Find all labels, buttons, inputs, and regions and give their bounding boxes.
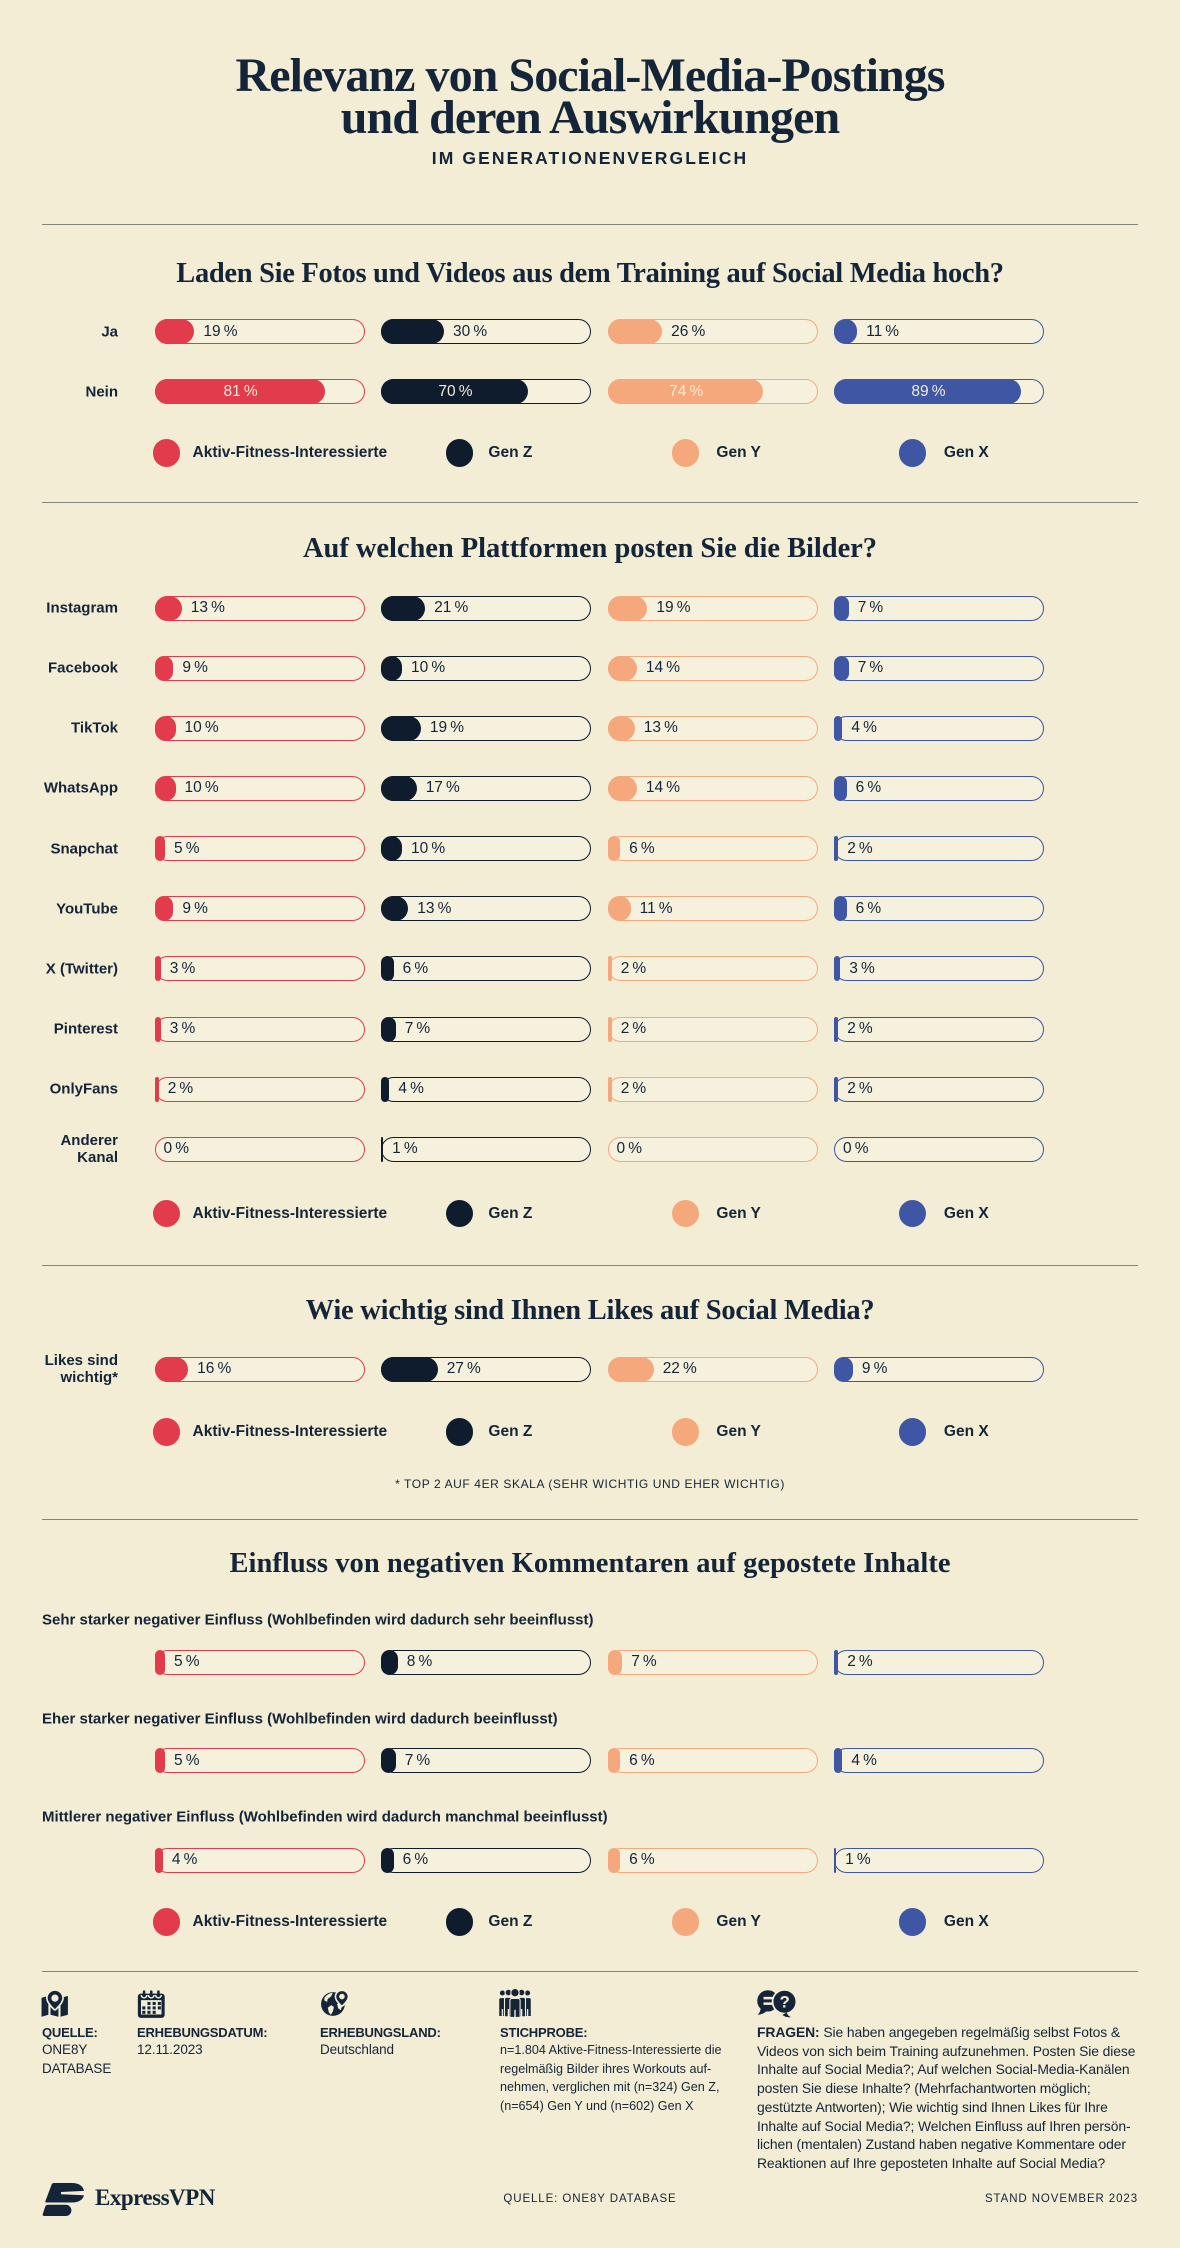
- svg-text:?: ?: [780, 1993, 790, 2012]
